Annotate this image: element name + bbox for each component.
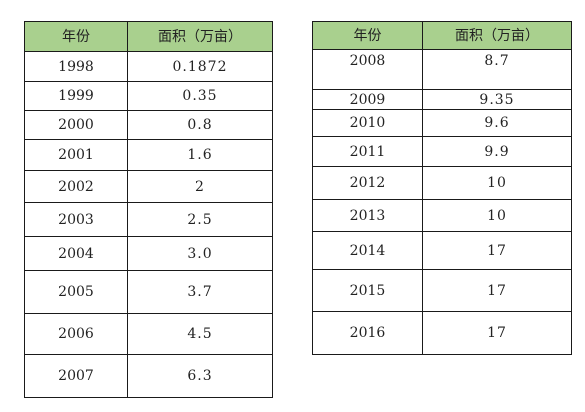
table-row: 2003 2.5 xyxy=(24,202,273,237)
year-cell: 2014 xyxy=(312,231,423,270)
year-cell: 2016 xyxy=(312,311,423,355)
year-cell: 2013 xyxy=(312,199,423,232)
table-row: 2009 9.35 xyxy=(312,89,572,110)
header-row: 年份 面积（万亩） xyxy=(24,21,273,52)
table-row: 2010 9.6 xyxy=(312,109,572,137)
left-data-table: 年份 面积（万亩） 1998 0.1872 1999 0.35 2000 0.8… xyxy=(24,21,273,398)
area-cell: 17 xyxy=(422,231,572,270)
area-cell: 8.7 xyxy=(422,49,572,90)
year-cell: 2008 xyxy=(312,49,423,90)
year-cell: 2010 xyxy=(312,109,423,137)
table-row: 2015 17 xyxy=(312,269,572,312)
table-row: 2013 10 xyxy=(312,199,572,232)
year-cell: 2000 xyxy=(24,110,128,140)
area-cell: 9.9 xyxy=(422,136,572,167)
table-row: 1998 0.1872 xyxy=(24,51,273,82)
area-cell: 2 xyxy=(127,170,273,203)
table-row: 2011 9.9 xyxy=(312,136,572,167)
area-cell: 6.3 xyxy=(127,354,273,398)
year-cell: 2009 xyxy=(312,89,423,110)
table-row: 2014 17 xyxy=(312,231,572,270)
header-area: 面积（万亩） xyxy=(422,21,572,50)
table-row: 2008 8.7 xyxy=(312,49,572,90)
area-cell: 4.5 xyxy=(127,313,273,355)
area-cell: 17 xyxy=(422,311,572,355)
table-row: 2004 3.0 xyxy=(24,236,273,271)
header-row: 年份 面积（万亩） xyxy=(312,21,572,50)
area-cell: 17 xyxy=(422,269,572,312)
table-row: 2001 1.6 xyxy=(24,139,273,171)
year-cell: 2011 xyxy=(312,136,423,167)
year-cell: 2005 xyxy=(24,270,128,314)
area-cell: 0.8 xyxy=(127,110,273,140)
area-cell: 9.35 xyxy=(422,89,572,110)
table-row: 2005 3.7 xyxy=(24,270,273,314)
area-cell: 9.6 xyxy=(422,109,572,137)
year-cell: 1999 xyxy=(24,81,128,111)
table-row: 2000 0.8 xyxy=(24,110,273,140)
year-cell: 2003 xyxy=(24,202,128,237)
table-row: 2007 6.3 xyxy=(24,354,273,398)
area-cell: 10 xyxy=(422,199,572,232)
year-cell: 2012 xyxy=(312,166,423,200)
table-row: 1999 0.35 xyxy=(24,81,273,111)
table-row: 2016 17 xyxy=(312,311,572,355)
area-cell: 2.5 xyxy=(127,202,273,237)
year-cell: 2015 xyxy=(312,269,423,312)
header-year: 年份 xyxy=(24,21,128,52)
table-row: 2006 4.5 xyxy=(24,313,273,355)
right-data-table: 年份 面积（万亩） 2008 8.7 2009 9.35 2010 9.6 20… xyxy=(312,21,572,355)
header-year: 年份 xyxy=(312,21,423,50)
year-cell: 2004 xyxy=(24,236,128,271)
table-row: 2012 10 xyxy=(312,166,572,200)
header-area: 面积（万亩） xyxy=(127,21,273,52)
area-cell: 3.0 xyxy=(127,236,273,271)
area-cell: 1.6 xyxy=(127,139,273,171)
area-cell: 0.35 xyxy=(127,81,273,111)
year-cell: 1998 xyxy=(24,51,128,82)
area-cell: 3.7 xyxy=(127,270,273,314)
area-cell: 10 xyxy=(422,166,572,200)
year-cell: 2001 xyxy=(24,139,128,171)
year-cell: 2006 xyxy=(24,313,128,355)
year-cell: 2002 xyxy=(24,170,128,203)
area-cell: 0.1872 xyxy=(127,51,273,82)
table-row: 2002 2 xyxy=(24,170,273,203)
year-cell: 2007 xyxy=(24,354,128,398)
